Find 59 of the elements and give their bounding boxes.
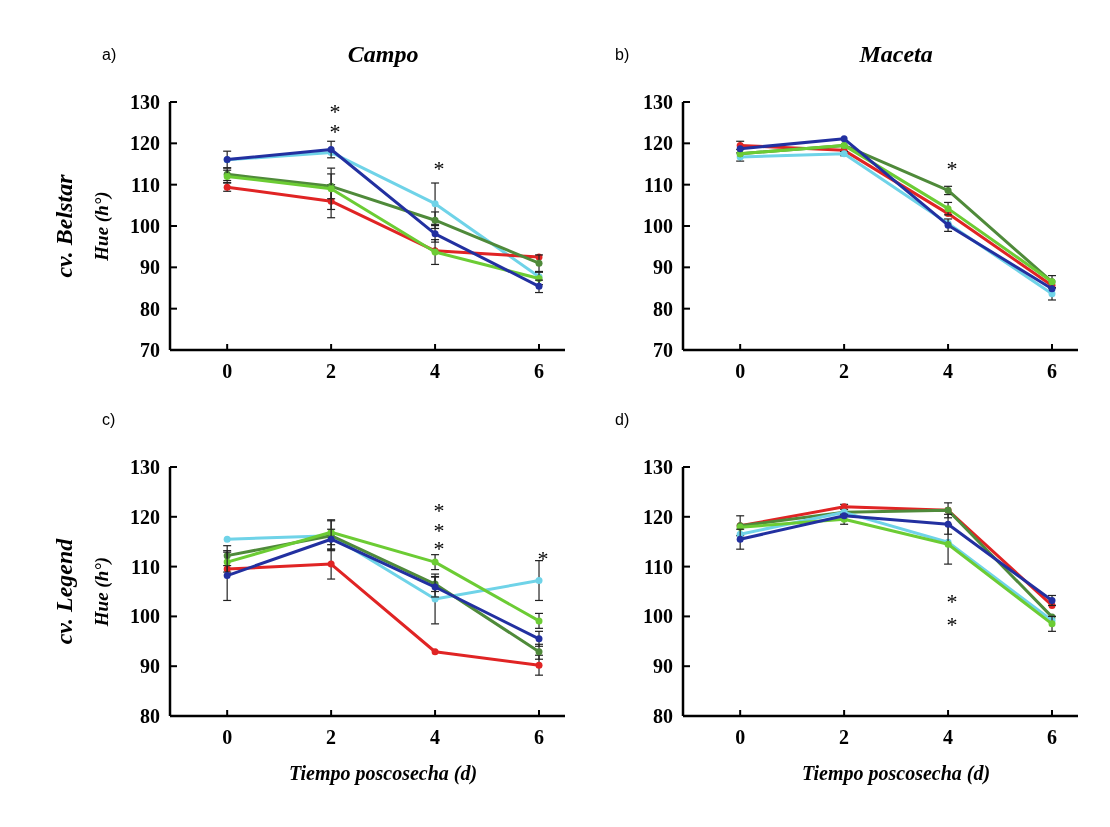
annotation: * [946, 612, 958, 637]
x-tick-label: 0 [735, 726, 746, 748]
y-tick-label: 120 [643, 132, 673, 155]
annotation: * [946, 589, 958, 614]
annotation: * [946, 156, 958, 181]
y-tick-label: 120 [643, 505, 673, 528]
y-tick-label: 130 [130, 91, 160, 113]
y-tick-label: 100 [643, 605, 673, 628]
y-tick-label: 90 [140, 655, 160, 678]
y-tick-label: 70 [140, 339, 160, 361]
x-tick-label: 2 [839, 360, 850, 382]
x-tick-label: 4 [943, 360, 954, 382]
y-tick-label: 100 [130, 605, 160, 628]
x-tick-label: 6 [534, 726, 545, 748]
y-tick-label: 110 [131, 173, 160, 196]
y-tick-label: 100 [643, 215, 673, 237]
x-tick-label: 6 [1047, 360, 1058, 382]
y-tick-label: 80 [653, 297, 673, 320]
chart-title: Maceta [858, 41, 933, 67]
x-tick-label: 0 [222, 360, 233, 382]
text: cv. Belstar [51, 173, 77, 278]
annotation: * [537, 546, 549, 571]
y-tick-label: 130 [643, 456, 673, 478]
x-axis-title: Tiempo poscosecha (d) [802, 762, 991, 785]
x-tick-label: 0 [735, 360, 746, 382]
y-tick-label: 120 [130, 132, 160, 155]
x-tick-label: 4 [430, 726, 441, 748]
text: a) [102, 46, 117, 63]
y-tick-label: 80 [653, 705, 673, 727]
y-tick-label: 130 [130, 456, 160, 478]
text: c) [102, 411, 116, 428]
y-axis-title: Hue (h°) [91, 556, 113, 628]
x-tick-label: 4 [430, 360, 441, 382]
text: d) [615, 411, 630, 428]
y-tick-label: 90 [653, 256, 673, 279]
y-tick-label: 90 [140, 256, 160, 279]
y-tick-label: 120 [130, 505, 160, 528]
x-axis-title: Tiempo poscosecha (d) [289, 762, 478, 785]
y-tick-label: 110 [644, 173, 673, 196]
y-tick-label: 70 [653, 339, 673, 361]
y-tick-label: 90 [653, 655, 673, 678]
x-tick-label: 0 [222, 726, 233, 748]
y-tick-label: 110 [131, 555, 160, 578]
annotation: * [433, 156, 445, 181]
x-tick-label: 6 [1047, 726, 1058, 748]
chart-title: Campo [347, 41, 419, 67]
y-tick-label: 100 [130, 215, 160, 237]
y-tick-label: 130 [643, 91, 673, 113]
y-tick-label: 80 [140, 705, 160, 727]
x-tick-label: 6 [534, 360, 545, 382]
y-axis-title: Hue (h°) [91, 191, 113, 262]
x-tick-label: 2 [326, 360, 337, 382]
text: cv. Legend [51, 537, 77, 645]
x-tick-label: 2 [326, 726, 337, 748]
y-tick-label: 110 [644, 555, 673, 578]
x-tick-label: 4 [943, 726, 954, 748]
x-tick-label: 2 [839, 726, 850, 748]
y-tick-label: 80 [140, 297, 160, 320]
text: b) [615, 46, 630, 63]
